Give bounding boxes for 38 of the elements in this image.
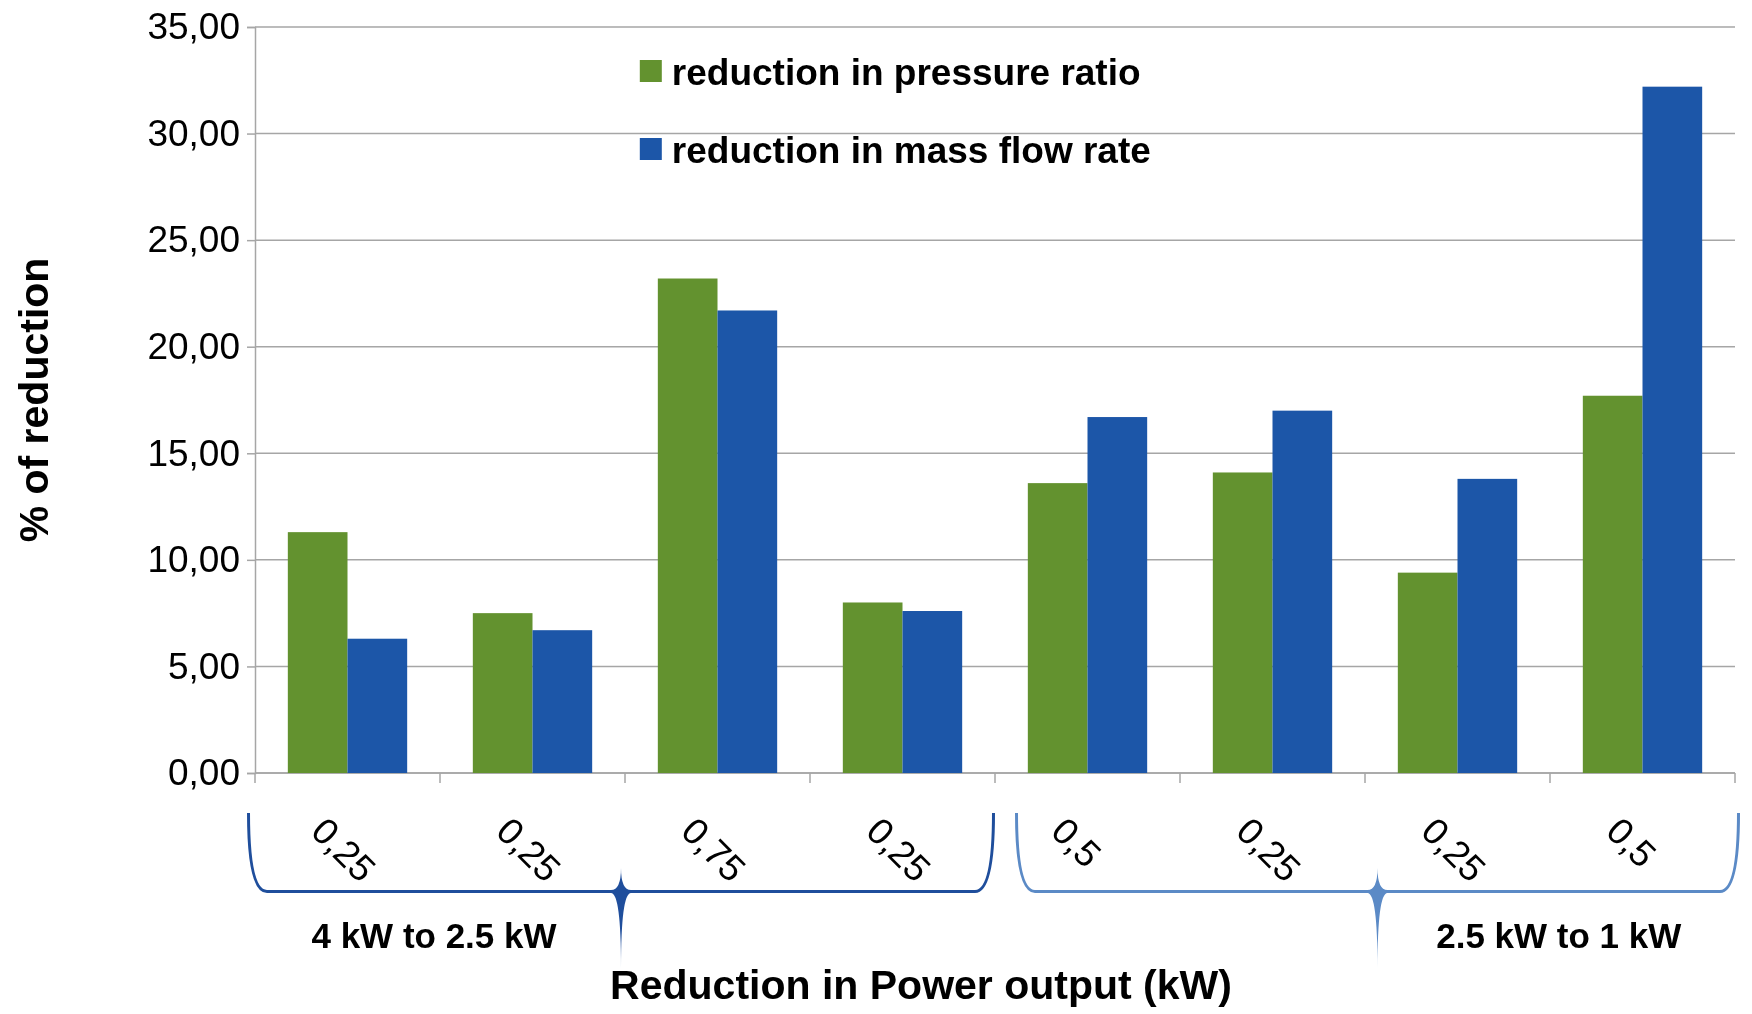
x-tick-label: 0,25 (858, 809, 939, 890)
legend-label: reduction in pressure ratio (671, 51, 1141, 93)
y-axis-title: % of reduction (11, 257, 57, 543)
bar (1397, 572, 1458, 773)
y-tick-label: 20,00 (147, 326, 240, 368)
bar (532, 630, 593, 773)
x-tick-label: 0,25 (303, 809, 384, 890)
bar (1642, 86, 1703, 773)
x-tick-label: 0,25 (1413, 809, 1494, 890)
y-tick-label: 30,00 (147, 112, 240, 154)
y-tick-label: 35,00 (147, 6, 240, 48)
bar (717, 310, 778, 773)
bar (1212, 472, 1273, 773)
text: 4 kW to 2.5 kW (311, 916, 557, 955)
x-tick-label: 0,5 (1043, 809, 1109, 876)
y-tick-label: 10,00 (147, 539, 240, 581)
bar (657, 278, 718, 773)
bar (472, 613, 533, 773)
bar (842, 602, 903, 773)
x-tick-label: 0,5 (1598, 809, 1664, 876)
legend-label: reduction in mass flow rate (671, 129, 1151, 171)
bar (1272, 410, 1333, 773)
bar (1457, 478, 1518, 773)
y-tick-label: 0,00 (167, 752, 240, 794)
text: 2.5 kW to 1 kW (1436, 916, 1682, 955)
bar (1582, 395, 1643, 773)
x-tick-label: 0,25 (1228, 809, 1309, 890)
y-tick-label: 5,00 (167, 645, 240, 687)
bar (1027, 483, 1088, 773)
bar (1087, 417, 1148, 773)
bar (347, 638, 408, 773)
x-tick-label: 0,75 (673, 809, 754, 890)
x-tick-label: 0,25 (488, 809, 569, 890)
bar (287, 532, 348, 773)
bar (902, 611, 963, 773)
x-axis-title: Reduction in Power output (kW) (610, 962, 1232, 1008)
y-tick-label: 25,00 (147, 219, 240, 261)
y-tick-label: 15,00 (147, 432, 240, 474)
